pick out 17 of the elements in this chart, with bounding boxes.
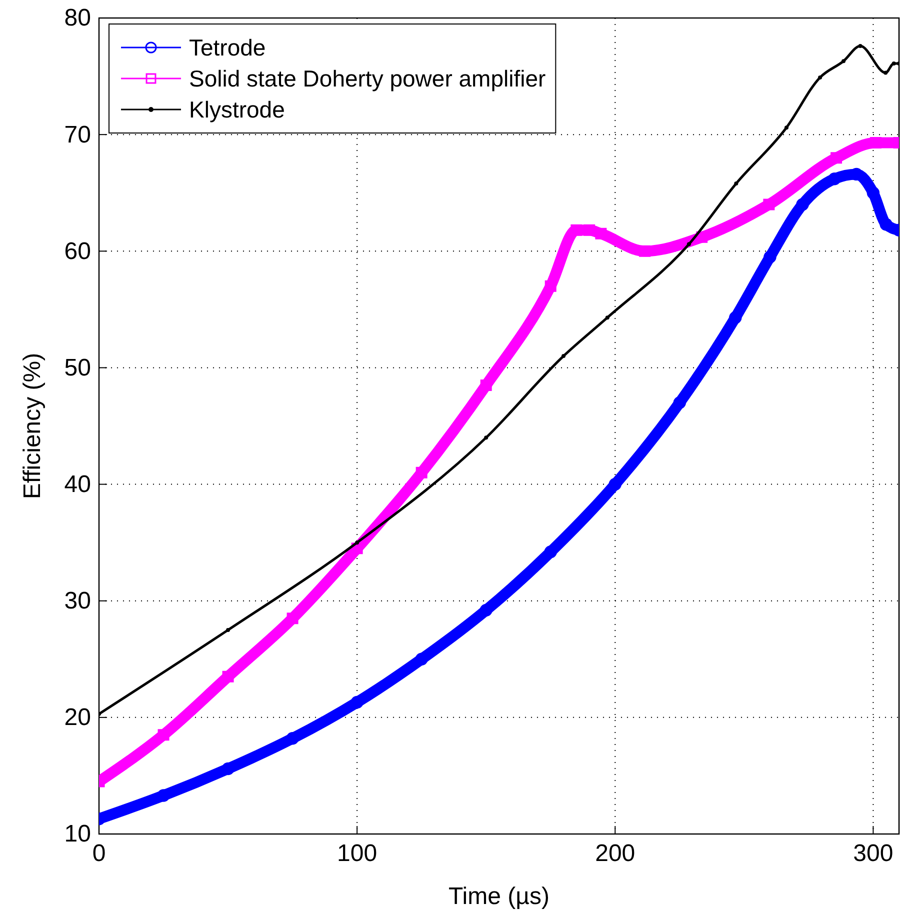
y-tick-label: 70 (64, 121, 91, 148)
y-tick-label: 10 (64, 820, 91, 848)
x-axis-title: Time (µs) (448, 883, 550, 910)
y-tick-label: 40 (64, 470, 91, 498)
y-axis-title: Efficiency (%) (19, 352, 46, 500)
x-tick-label: 300 (853, 840, 894, 868)
y-tick-label: 80 (64, 4, 91, 32)
y-tick-label: 20 (64, 704, 91, 732)
x-tick-label: 100 (337, 840, 378, 868)
x-tick-label: 200 (595, 840, 636, 868)
y-tick-label: 50 (64, 354, 91, 382)
legend-label: Klystrode (189, 96, 285, 122)
x-tick-label: 0 (92, 840, 106, 868)
legend-label: Tetrode (189, 34, 266, 60)
y-tick-label: 30 (64, 588, 91, 615)
y-tick-label: 60 (64, 238, 91, 265)
legend-label: Solid state Doherty power amplifier (189, 66, 546, 92)
